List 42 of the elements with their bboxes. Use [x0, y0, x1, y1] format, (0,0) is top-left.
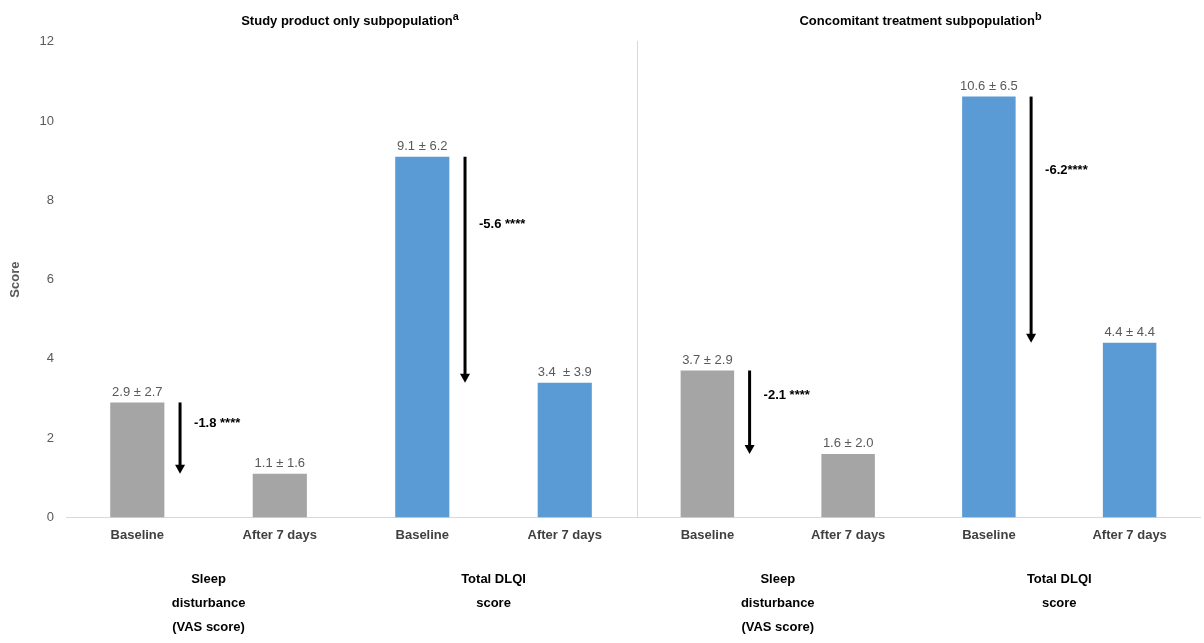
data-label: 9.1 ± 6.2 — [397, 137, 448, 153]
data-label: 2.9 ± 2.7 — [112, 383, 163, 399]
annotation: -5.6 **** — [479, 216, 527, 232]
y-tick-label: 8 — [46, 191, 55, 207]
bar — [821, 453, 875, 518]
bar — [537, 382, 592, 518]
annotation: -2.1 **** — [763, 387, 811, 403]
bar — [962, 96, 1016, 518]
data-label: 3.7 ± 2.9 — [682, 351, 733, 367]
y-tick-label: 4 — [46, 350, 55, 366]
chart-title: Study product only subpopulation$^{a}$ — [240, 10, 460, 29]
x-tick-label: After 7 days — [1092, 526, 1167, 542]
text: Total DLQI score — [1026, 570, 1092, 610]
x-tick-label: After 7 days — [527, 526, 602, 542]
y-tick-label: 0 — [46, 508, 55, 524]
data-label: 10.6 ± 6.5 — [960, 77, 1018, 93]
text: Sleep disturbance (VAS score) — [740, 570, 815, 634]
y-axis-title: Score — [7, 261, 23, 298]
text: Total DLQI score — [461, 570, 526, 610]
bar — [395, 156, 450, 518]
text: Sleep disturbance (VAS score) — [171, 570, 246, 634]
x-tick-label: Baseline — [680, 526, 735, 542]
y-tick-label: 12 — [39, 33, 55, 49]
bar — [680, 370, 735, 518]
annotation: -1.8 **** — [194, 415, 242, 431]
data-label: 1.6 ± 2.0 — [822, 434, 874, 450]
x-tick-label: After 7 days — [810, 526, 886, 542]
data-label: 3.4 ± 3.9 — [537, 363, 592, 379]
x-tick-label: After 7 days — [242, 526, 317, 542]
x-tick-label: Baseline — [962, 526, 1016, 542]
data-label: 4.4 ± 4.4 — [1104, 323, 1155, 339]
data-label: 1.1 ± 1.6 — [254, 454, 306, 470]
bar — [1102, 342, 1157, 518]
x-tick-label: Baseline — [110, 526, 165, 542]
bar — [252, 473, 307, 518]
x-tick-label: Baseline — [395, 526, 450, 542]
annotation: -6.2**** — [1045, 162, 1089, 177]
bar — [110, 402, 165, 518]
y-tick-label: 10 — [39, 112, 55, 128]
y-tick-label: 6 — [46, 271, 55, 287]
y-tick-label: 2 — [46, 429, 55, 445]
chart-title: Concomitant treatment subpopulation$^{b}$ — [798, 10, 1043, 29]
